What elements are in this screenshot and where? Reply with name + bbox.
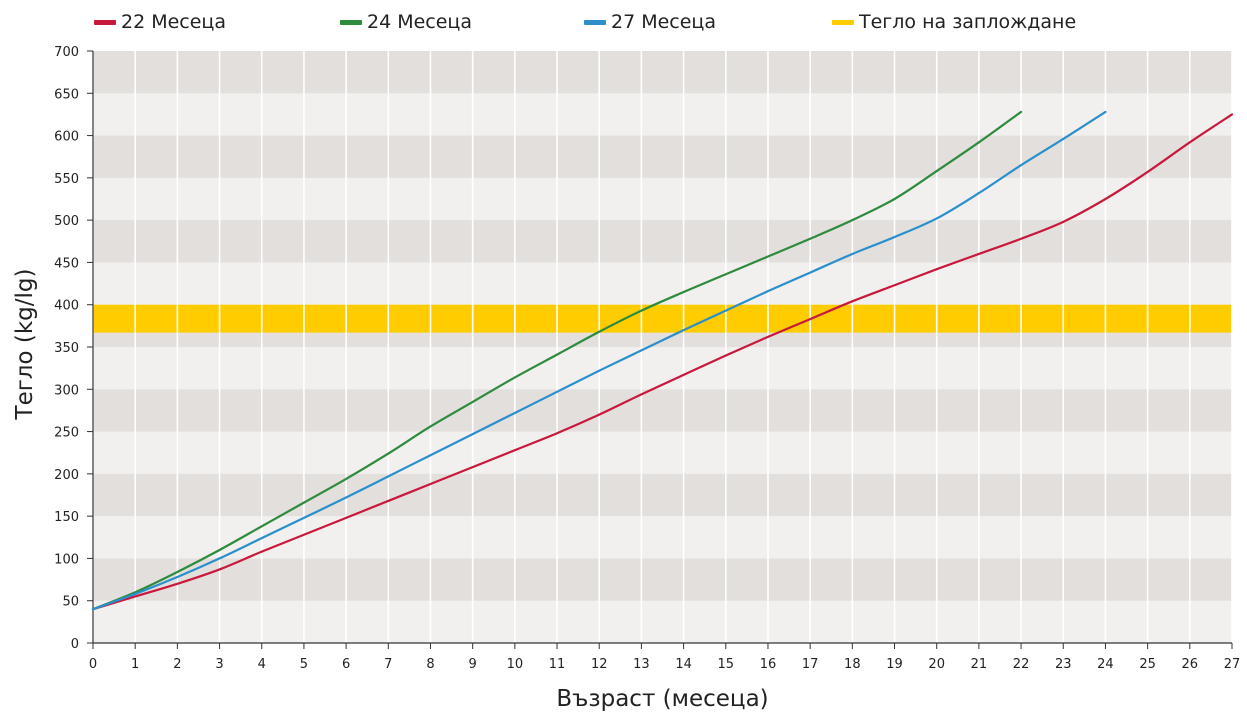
y-tick-label: 450 bbox=[54, 256, 79, 271]
legend-swatch-22-months bbox=[94, 19, 116, 25]
y-tick-label: 400 bbox=[54, 299, 79, 314]
series-line-24-months bbox=[91, 110, 1023, 611]
grid-band bbox=[93, 51, 1232, 94]
grid-band bbox=[93, 558, 1232, 601]
y-tick-label: 150 bbox=[54, 510, 79, 525]
y-tick-label: 650 bbox=[54, 87, 79, 102]
x-tick-label: 10 bbox=[507, 657, 524, 672]
x-tick-label: 23 bbox=[1055, 657, 1072, 672]
legend-label-27-months: 27 Месеца bbox=[611, 11, 717, 33]
legend-swatch-27-months bbox=[584, 19, 606, 25]
chart-legend: 22 Месеца 24 Месеца 27 Месеца Тегло на з… bbox=[0, 8, 1247, 36]
x-tick-label: 15 bbox=[718, 657, 735, 672]
x-tick-label: 3 bbox=[215, 657, 223, 672]
x-tick-label: 11 bbox=[549, 657, 566, 672]
legend-label-24-months: 24 Месеца bbox=[367, 11, 473, 33]
x-tick-label: 13 bbox=[633, 657, 650, 672]
x-tick-label: 1 bbox=[131, 657, 139, 672]
x-axis-title: Възраст (месеца) bbox=[556, 686, 768, 712]
grid-band bbox=[93, 389, 1232, 432]
x-tick-label: 24 bbox=[1097, 657, 1114, 672]
legend-item-22-months: 22 Месеца bbox=[94, 8, 226, 36]
x-tick-label: 18 bbox=[844, 657, 861, 672]
y-tick-label: 50 bbox=[62, 595, 79, 610]
conception-weight-band bbox=[93, 304, 1232, 333]
y-tick-label: 0 bbox=[71, 637, 79, 652]
legend-swatch-conception-weight bbox=[832, 19, 854, 25]
y-tick-label: 250 bbox=[54, 426, 79, 441]
legend-swatch-24-months bbox=[340, 19, 362, 25]
y-axis-title: Тегло (kg/lg) bbox=[12, 269, 38, 421]
series-line-22-months bbox=[91, 113, 1234, 611]
y-tick-label: 200 bbox=[54, 468, 79, 483]
x-tick-label: 26 bbox=[1182, 657, 1199, 672]
x-tick-label: 6 bbox=[342, 657, 350, 672]
x-tick-label: 9 bbox=[469, 657, 477, 672]
x-tick-label: 8 bbox=[426, 657, 434, 672]
x-tick-label: 14 bbox=[675, 657, 692, 672]
x-tick-label: 5 bbox=[300, 657, 308, 672]
legend-label-22-months: 22 Месеца bbox=[121, 11, 227, 33]
x-tick-label: 22 bbox=[1013, 657, 1030, 672]
series-line-27-months bbox=[91, 110, 1107, 611]
legend-item-27-months: 27 Месеца bbox=[584, 8, 716, 36]
x-tick-label: 21 bbox=[971, 657, 988, 672]
grid-band bbox=[93, 220, 1232, 263]
x-tick-label: 0 bbox=[89, 657, 97, 672]
x-tick-label: 16 bbox=[760, 657, 777, 672]
legend-label-conception-weight: Тегло на заплождане bbox=[859, 11, 1077, 33]
legend-item-conception-weight: Тегло на заплождане bbox=[832, 8, 1076, 36]
x-tick-label: 7 bbox=[384, 657, 392, 672]
legend-item-24-months: 24 Месеца bbox=[340, 8, 472, 36]
x-tick-label: 4 bbox=[258, 657, 266, 672]
grid-band bbox=[93, 473, 1232, 517]
x-tick-label: 2 bbox=[173, 657, 181, 672]
y-tick-label: 300 bbox=[54, 383, 79, 398]
x-tick-label: 27 bbox=[1224, 657, 1241, 672]
x-tick-label: 25 bbox=[1139, 657, 1156, 672]
y-tick-label: 500 bbox=[54, 214, 79, 229]
y-tick-label: 550 bbox=[54, 172, 79, 187]
y-tick-label: 600 bbox=[54, 130, 79, 145]
x-tick-label: 12 bbox=[591, 657, 608, 672]
grid-band bbox=[93, 135, 1232, 178]
x-tick-label: 20 bbox=[928, 657, 945, 672]
y-tick-label: 700 bbox=[54, 45, 79, 60]
y-tick-label: 100 bbox=[54, 552, 79, 567]
x-tick-label: 19 bbox=[886, 657, 903, 672]
y-tick-label: 350 bbox=[54, 341, 79, 356]
x-tick-label: 17 bbox=[802, 657, 819, 672]
